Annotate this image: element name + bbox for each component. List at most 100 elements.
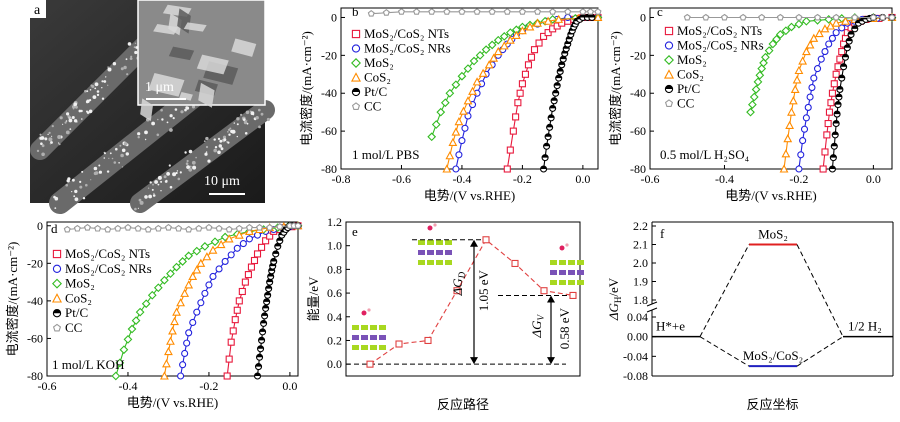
- sem-crystal: [213, 138, 216, 141]
- sem-crystal: [157, 175, 162, 180]
- marker-fill: [835, 94, 842, 98]
- sem-crystal: [258, 108, 261, 112]
- data-point: [753, 77, 763, 87]
- data-point: [119, 345, 129, 355]
- data-point: [801, 16, 811, 26]
- crystal-initial: [352, 308, 386, 350]
- data-point: [472, 77, 482, 86]
- marker-fill: [831, 143, 838, 147]
- series-pentagon: [367, 8, 602, 17]
- data-point: [825, 40, 833, 48]
- sem-crystal: [169, 128, 173, 132]
- sem-crystal: [66, 112, 70, 116]
- data-point: [104, 225, 112, 233]
- legend-entry: MoS₂/CoS₂ NRs: [351, 41, 451, 56]
- data-point: [511, 259, 519, 268]
- data-point: [535, 39, 543, 47]
- sem-crystal: [115, 147, 118, 151]
- data-point: [833, 110, 841, 118]
- data-point: [241, 278, 249, 286]
- sem-crystal: [48, 137, 53, 142]
- series-pentagon: [63, 222, 302, 233]
- barrier-arrow-1: [470, 239, 478, 365]
- y-tick-label: -60: [630, 124, 646, 138]
- sem-crystal: [160, 180, 163, 183]
- crystal-atom: [559, 280, 566, 285]
- data-point: [475, 50, 485, 60]
- data-point: [806, 93, 814, 101]
- data-point: [569, 291, 577, 299]
- crystal-atom: [379, 325, 386, 330]
- sem-crystal: [68, 118, 73, 123]
- data-point: [540, 165, 548, 173]
- x-tick-label: -0.2: [199, 379, 218, 393]
- legend-label: CoS₂: [677, 67, 704, 82]
- legend-entry: MoS₂/CoS₂ NTs: [664, 23, 762, 38]
- data-point: [831, 18, 841, 27]
- data-point: [493, 35, 503, 45]
- y-tick-label: -80: [27, 369, 43, 383]
- sem-crystal: [121, 148, 126, 153]
- marker-fill: [259, 328, 266, 332]
- sem-crystal: [134, 207, 137, 211]
- sem-crystal: [138, 198, 142, 202]
- data-point: [805, 40, 815, 49]
- series-halfcircle: [540, 13, 596, 173]
- data-point: [473, 8, 481, 15]
- marker-fill: [261, 312, 268, 316]
- y-tick-label: 1.8: [633, 293, 648, 307]
- marker-fill: [270, 258, 277, 262]
- y-axis-label-subscript: H: [613, 296, 623, 303]
- data-point: [797, 151, 805, 159]
- connector: [699, 244, 750, 337]
- data-point: [179, 361, 187, 369]
- x-tick-label: -0.6: [641, 172, 660, 186]
- marker-fill: [833, 120, 840, 124]
- data-point: [52, 323, 62, 332]
- sem-crystal: [255, 116, 259, 120]
- data-point: [720, 13, 728, 21]
- marker-fill: [53, 309, 61, 314]
- data-point: [258, 336, 266, 344]
- data-point: [256, 223, 264, 231]
- data-point: [775, 30, 785, 39]
- data-point: [428, 8, 436, 15]
- data-point: [294, 222, 302, 229]
- data-point: [202, 252, 212, 261]
- data-point: [832, 13, 840, 21]
- data-point: [73, 224, 81, 232]
- data-point: [825, 108, 834, 116]
- sem-crystal: [172, 117, 175, 120]
- data-point: [141, 299, 151, 309]
- sem-crystal: [93, 166, 98, 171]
- data-point: [440, 98, 450, 108]
- sem-crystal: [253, 114, 255, 116]
- y-tick-label: -40: [630, 86, 646, 100]
- sem-crystal: [207, 159, 211, 163]
- sem-crystal: [220, 147, 224, 151]
- data-point: [534, 8, 542, 15]
- sem-crystal: [64, 121, 67, 124]
- data-point: [244, 271, 252, 279]
- sem-crystal: [118, 162, 120, 164]
- sem-crystal: [86, 90, 89, 93]
- sem-crystal: [227, 131, 229, 133]
- legend-entry: Pt/C: [664, 81, 700, 96]
- data-point: [776, 13, 784, 21]
- data-point: [223, 372, 231, 380]
- sem-crystal: [236, 135, 238, 138]
- data-point: [819, 165, 827, 173]
- sem-crystal: [58, 143, 61, 146]
- data-point: [52, 309, 62, 318]
- data-point: [824, 14, 834, 24]
- sem-crystal: [243, 120, 248, 125]
- data-point: [664, 26, 674, 36]
- legend-label: MoS₂/CoS₂ NTs: [65, 246, 150, 261]
- sem-crystal: [169, 114, 173, 118]
- sem-crystal: [125, 152, 129, 156]
- marker-fill: [551, 97, 558, 101]
- panel-c: -0.6 -0.4 -0.2 0.0 0 -20 -40 -60 -80 电势/(V vs.RHE…: [608, 4, 897, 203]
- data-point: [245, 235, 253, 243]
- data-point: [781, 149, 791, 158]
